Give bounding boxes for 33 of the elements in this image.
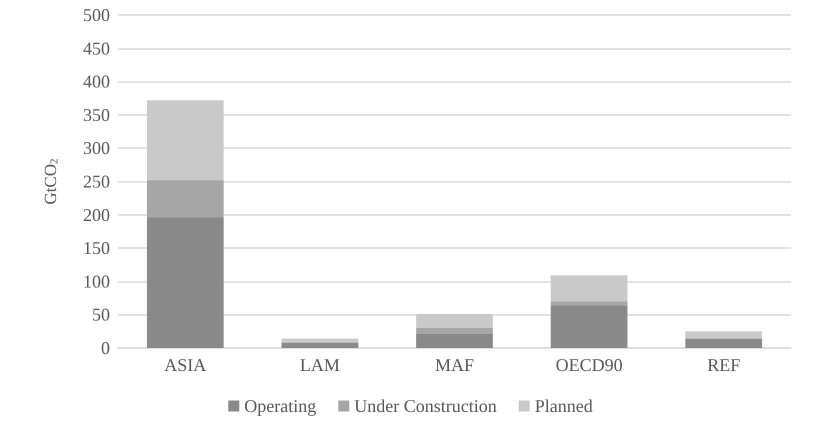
bar xyxy=(282,338,358,343)
x-tick-label: OECD90 xyxy=(556,355,623,375)
y-tick-label: 100 xyxy=(83,271,110,292)
bar xyxy=(550,305,628,348)
y-tick-label: 200 xyxy=(83,204,110,225)
bar xyxy=(146,100,224,180)
bar xyxy=(550,275,628,302)
y-tick-label: 350 xyxy=(83,104,110,125)
y-tick-label: 0 xyxy=(101,338,110,358)
x-tick-label: ASIA xyxy=(164,355,206,375)
x-tick-label: REF xyxy=(707,355,740,375)
y-tick-label: 300 xyxy=(83,138,110,158)
bar xyxy=(416,334,493,348)
legend-label: Planned xyxy=(534,396,593,416)
bar xyxy=(416,328,493,334)
x-tick-label: LAM xyxy=(300,355,340,375)
legend-label: Operating xyxy=(244,396,316,416)
y-tick-label: 400 xyxy=(83,72,110,92)
y-tick-label: 500 xyxy=(83,5,110,25)
x-tick-label: MAF xyxy=(434,355,474,375)
bar xyxy=(550,301,628,306)
bar xyxy=(416,314,493,328)
bar xyxy=(146,180,224,218)
bar xyxy=(282,342,358,348)
y-axis-title: GtCO2 xyxy=(41,158,60,205)
y-tick-label: 450 xyxy=(83,38,110,58)
bar xyxy=(685,338,762,348)
bar xyxy=(146,217,224,348)
y-tick-label: 150 xyxy=(83,238,110,258)
bar xyxy=(685,331,762,339)
legend-label: Under Construction xyxy=(354,396,497,416)
y-tick-label: 250 xyxy=(83,172,110,192)
y-tick-label: 50 xyxy=(92,304,110,325)
